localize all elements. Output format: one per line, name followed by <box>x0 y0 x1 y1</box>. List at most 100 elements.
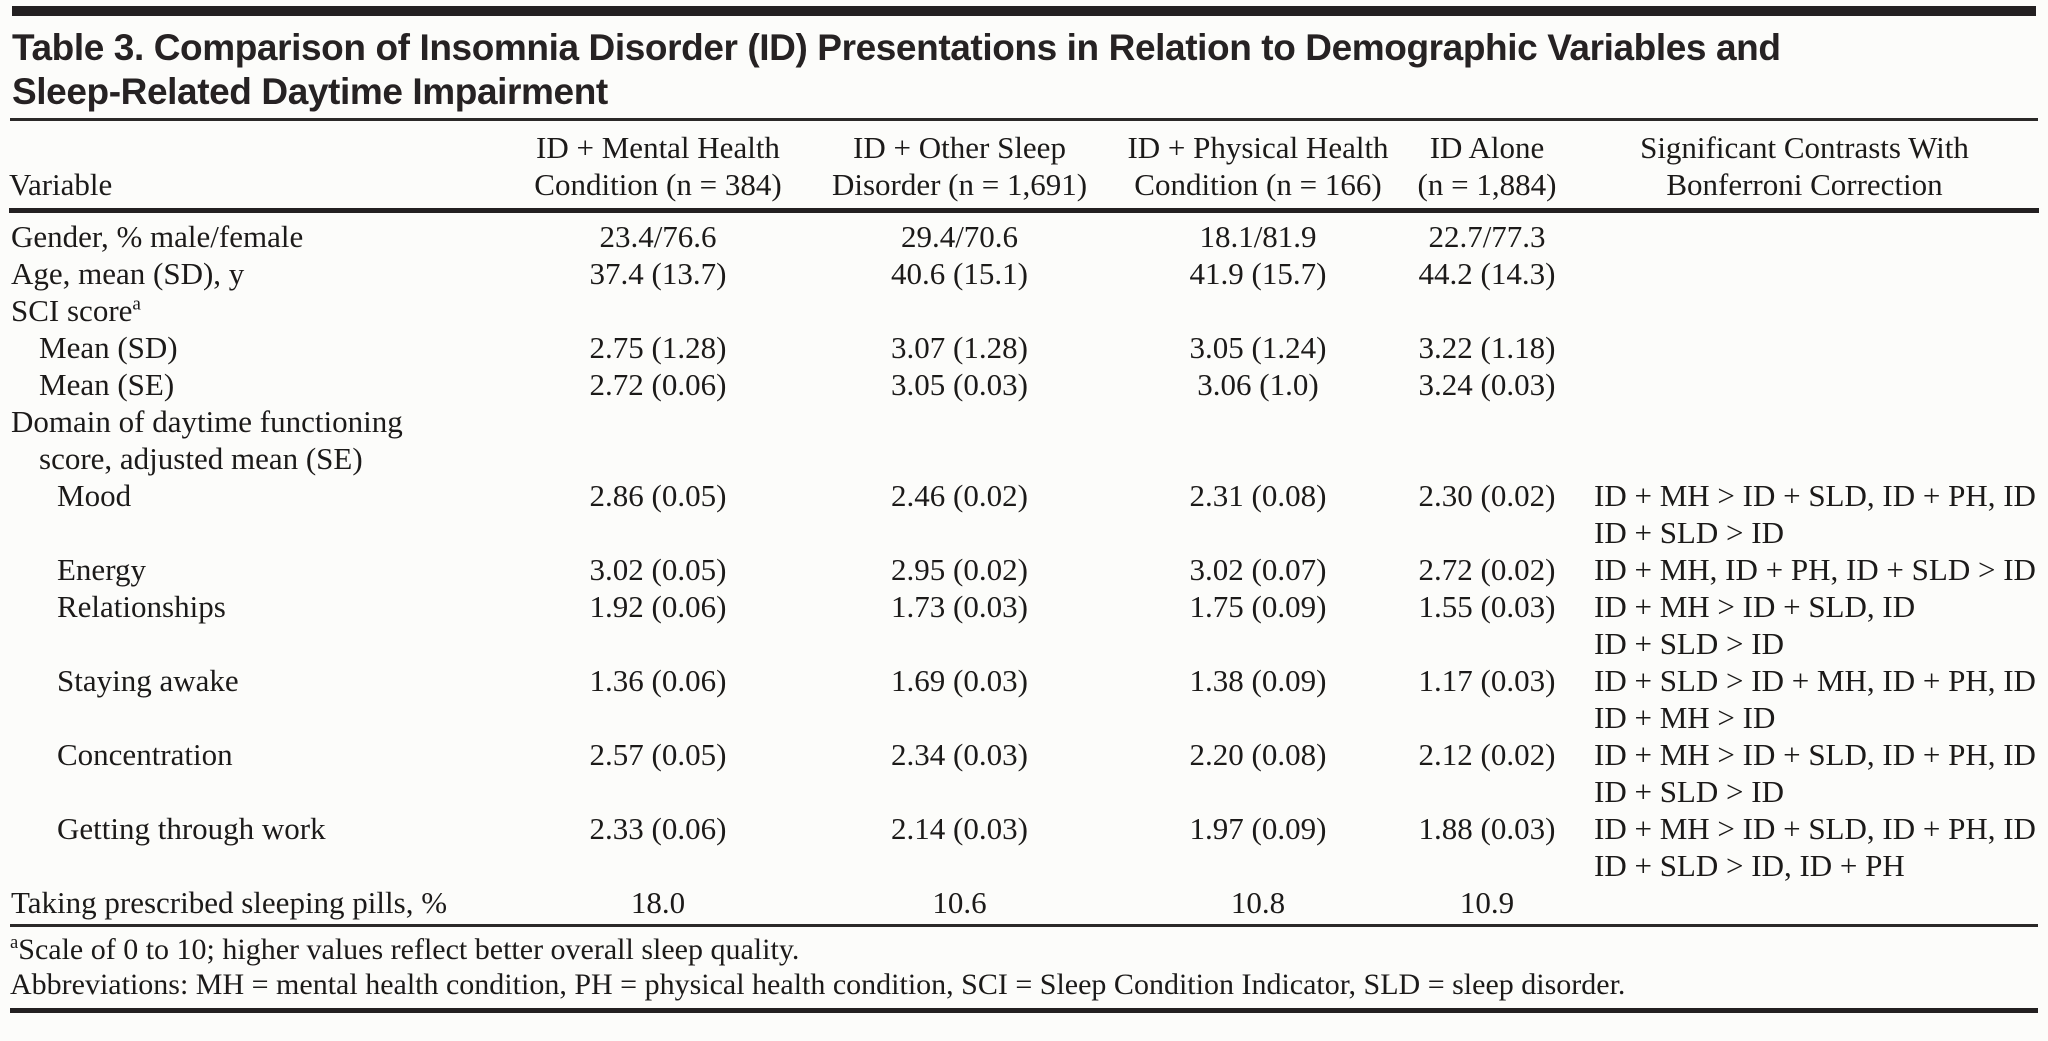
value-cell: 2.31 (0.08) <box>1189 478 1327 513</box>
header-id-physical-health: ID + Physical Health Condition (n = 166) <box>1112 121 1404 213</box>
bottom-rule <box>10 1008 2038 1013</box>
row-label-cell: Mean (SE) <box>9 366 509 403</box>
value-cell: 1.17 (0.03) <box>1418 663 1556 698</box>
contrast-line: ID + SLD > ID + MH, ID + PH, ID <box>1594 663 2036 698</box>
top-rule <box>12 6 2036 16</box>
row-label-cell: Energy <box>9 551 509 588</box>
contrast-line: ID + SLD > ID <box>1594 774 1784 809</box>
contrast-line: ID + MH, ID + PH, ID + SLD > ID <box>1594 552 2036 587</box>
row-label-cell: Staying awake <box>9 662 509 736</box>
value-cell: 1.55 (0.03) <box>1418 589 1556 624</box>
value-cell: 18.1/81.9 <box>1199 219 1317 254</box>
header-line: ID + Physical Health <box>1127 130 1389 165</box>
contrast-cell: ID + SLD > ID + MH, ID + PH, ID ID + MH >… <box>1570 662 2039 736</box>
value-cell: 2.34 (0.03) <box>891 737 1028 772</box>
value-cell: 10.8 <box>1230 885 1286 920</box>
contrast-cell: ID + MH > ID + SLD, ID + PH, ID ID + SLD … <box>1570 810 2039 884</box>
value-cell: 3.24 (0.03) <box>1418 367 1556 402</box>
value-cell: 2.46 (0.02) <box>891 478 1028 513</box>
footnotes: aScale of 0 to 10; higher values reflect… <box>10 932 2038 1002</box>
row-label: Staying awake <box>57 663 239 698</box>
table-row: Mean (SE) 2.72 (0.06) 3.05 (0.03) 3.06 (1.0… <box>9 366 2039 403</box>
table-title-line2: Sleep-Related Daytime Impairment <box>12 71 608 112</box>
table-row: Taking prescribed sleeping pills, % 18.0 1… <box>9 884 2039 921</box>
value-cell: 3.02 (0.05) <box>589 552 727 587</box>
table-row: Age, mean (SD), y 37.4 (13.7) 40.6 (15.1) 4… <box>9 255 2039 292</box>
contrast-cell: ID + MH, ID + PH, ID + SLD > ID <box>1570 551 2039 588</box>
value-cell: 44.2 (14.3) <box>1418 256 1556 291</box>
value-cell <box>1404 292 1570 329</box>
contrast-cell <box>1570 403 2039 477</box>
value-cell: 3.07 (1.28) <box>891 330 1028 365</box>
value-cell: 1.97 (0.09) <box>1189 811 1327 846</box>
header-id-alone: ID Alone (n = 1,884) <box>1404 121 1570 213</box>
value-cell: 2.20 (0.08) <box>1189 737 1327 772</box>
header-line: (n = 1,884) <box>1417 167 1557 202</box>
header-variable: Variable <box>9 121 509 213</box>
contrast-line: ID + MH > ID + SLD, ID <box>1594 589 1916 624</box>
row-label-cell: Getting through work <box>9 810 509 884</box>
contrast-line: ID + MH > ID + SLD, ID + PH, ID <box>1594 811 2036 846</box>
row-label-cell: Mood <box>9 477 509 551</box>
contrast-line: ID + SLD > ID, ID + PH <box>1594 848 1905 883</box>
contrast-line: ID + MH > ID + SLD, ID + PH, ID <box>1594 478 2036 513</box>
value-cell <box>807 403 1112 477</box>
header-line: ID + Other Sleep <box>853 130 1066 165</box>
value-cell: 2.30 (0.02) <box>1418 478 1556 513</box>
header-line: Condition (n = 384) <box>534 167 782 202</box>
table-title: Table 3. Comparison of Insomnia Disorder… <box>12 26 2036 114</box>
row-label-cell: Domain of daytime functioning score, adju… <box>9 403 509 477</box>
contrast-cell: ID + MH > ID + SLD, ID + PH, ID ID + SLD … <box>1570 736 2039 810</box>
row-label: Age, mean (SD), y <box>11 256 245 291</box>
value-cell: 2.86 (0.05) <box>589 478 727 513</box>
value-cell: 40.6 (15.1) <box>891 256 1028 291</box>
value-cell: 3.05 (1.24) <box>1189 330 1327 365</box>
contrast-cell <box>1570 329 2039 366</box>
contrast-cell: ID + MH > ID + SLD, ID + PH, ID ID + SLD … <box>1570 477 2039 551</box>
contrast-cell <box>1570 366 2039 403</box>
value-cell <box>509 403 807 477</box>
value-cell: 29.4/70.6 <box>900 219 1019 254</box>
header-variable-label: Variable <box>9 167 113 202</box>
row-label: Relationships <box>57 589 226 624</box>
value-cell: 3.22 (1.18) <box>1418 330 1556 365</box>
value-cell <box>1112 403 1404 477</box>
value-cell: 37.4 (13.7) <box>589 256 727 291</box>
value-cell: 2.57 (0.05) <box>589 737 727 772</box>
row-label: Mean (SE) <box>39 367 175 402</box>
header-row: Variable ID + Mental Health Condition (n… <box>9 121 2039 213</box>
value-cell: 18.0 <box>630 885 686 920</box>
footnote-abbreviations: Abbreviations: MH = mental health condit… <box>10 968 1626 1001</box>
header-line: Disorder (n = 1,691) <box>831 167 1088 202</box>
row-label: Domain of daytime functioning <box>11 404 403 439</box>
value-cell: 1.36 (0.06) <box>589 663 727 698</box>
contrast-cell <box>1570 292 2039 329</box>
value-cell: 1.38 (0.09) <box>1189 663 1327 698</box>
row-label-line2: score, adjusted mean (SE) <box>39 441 363 476</box>
row-label-cell: Age, mean (SD), y <box>9 255 509 292</box>
row-label-cell: Taking prescribed sleeping pills, % <box>9 884 509 921</box>
value-cell: 2.72 (0.06) <box>589 367 727 402</box>
header-line: Bonferroni Correction <box>1666 167 1943 202</box>
table-row: SCI scorea <box>9 292 2039 329</box>
table-row: Staying awake 1.36 (0.06) 1.69 (0.03) 1.38 … <box>9 662 2039 736</box>
table-row: Domain of daytime functioning score, adju… <box>9 403 2039 477</box>
contrast-cell: ID + MH > ID + SLD, ID ID + SLD > ID <box>1570 588 2039 662</box>
value-cell: 23.4/76.6 <box>599 219 717 254</box>
value-cell <box>807 292 1112 329</box>
value-cell: 1.73 (0.03) <box>891 589 1028 624</box>
row-label-cell: SCI scorea <box>9 292 509 329</box>
row-label: Gender, % male/female <box>11 219 304 254</box>
table-body: Gender, % male/female 23.4/76.6 29.4/70.6 1… <box>9 211 2039 922</box>
value-cell: 1.88 (0.03) <box>1418 811 1556 846</box>
row-label: Energy <box>57 552 146 587</box>
table-title-line1: Table 3. Comparison of Insomnia Disorder… <box>12 27 1781 68</box>
value-cell: 3.06 (1.0) <box>1197 367 1319 402</box>
title-separator-rule <box>10 118 2038 121</box>
table-row: Getting through work 2.33 (0.06) 2.14 (0.0… <box>9 810 2039 884</box>
row-label-cell: Mean (SD) <box>9 329 509 366</box>
value-cell: 1.69 (0.03) <box>891 663 1028 698</box>
value-cell: 10.9 <box>1459 885 1515 920</box>
contrast-line: ID + SLD > ID <box>1594 515 1784 550</box>
